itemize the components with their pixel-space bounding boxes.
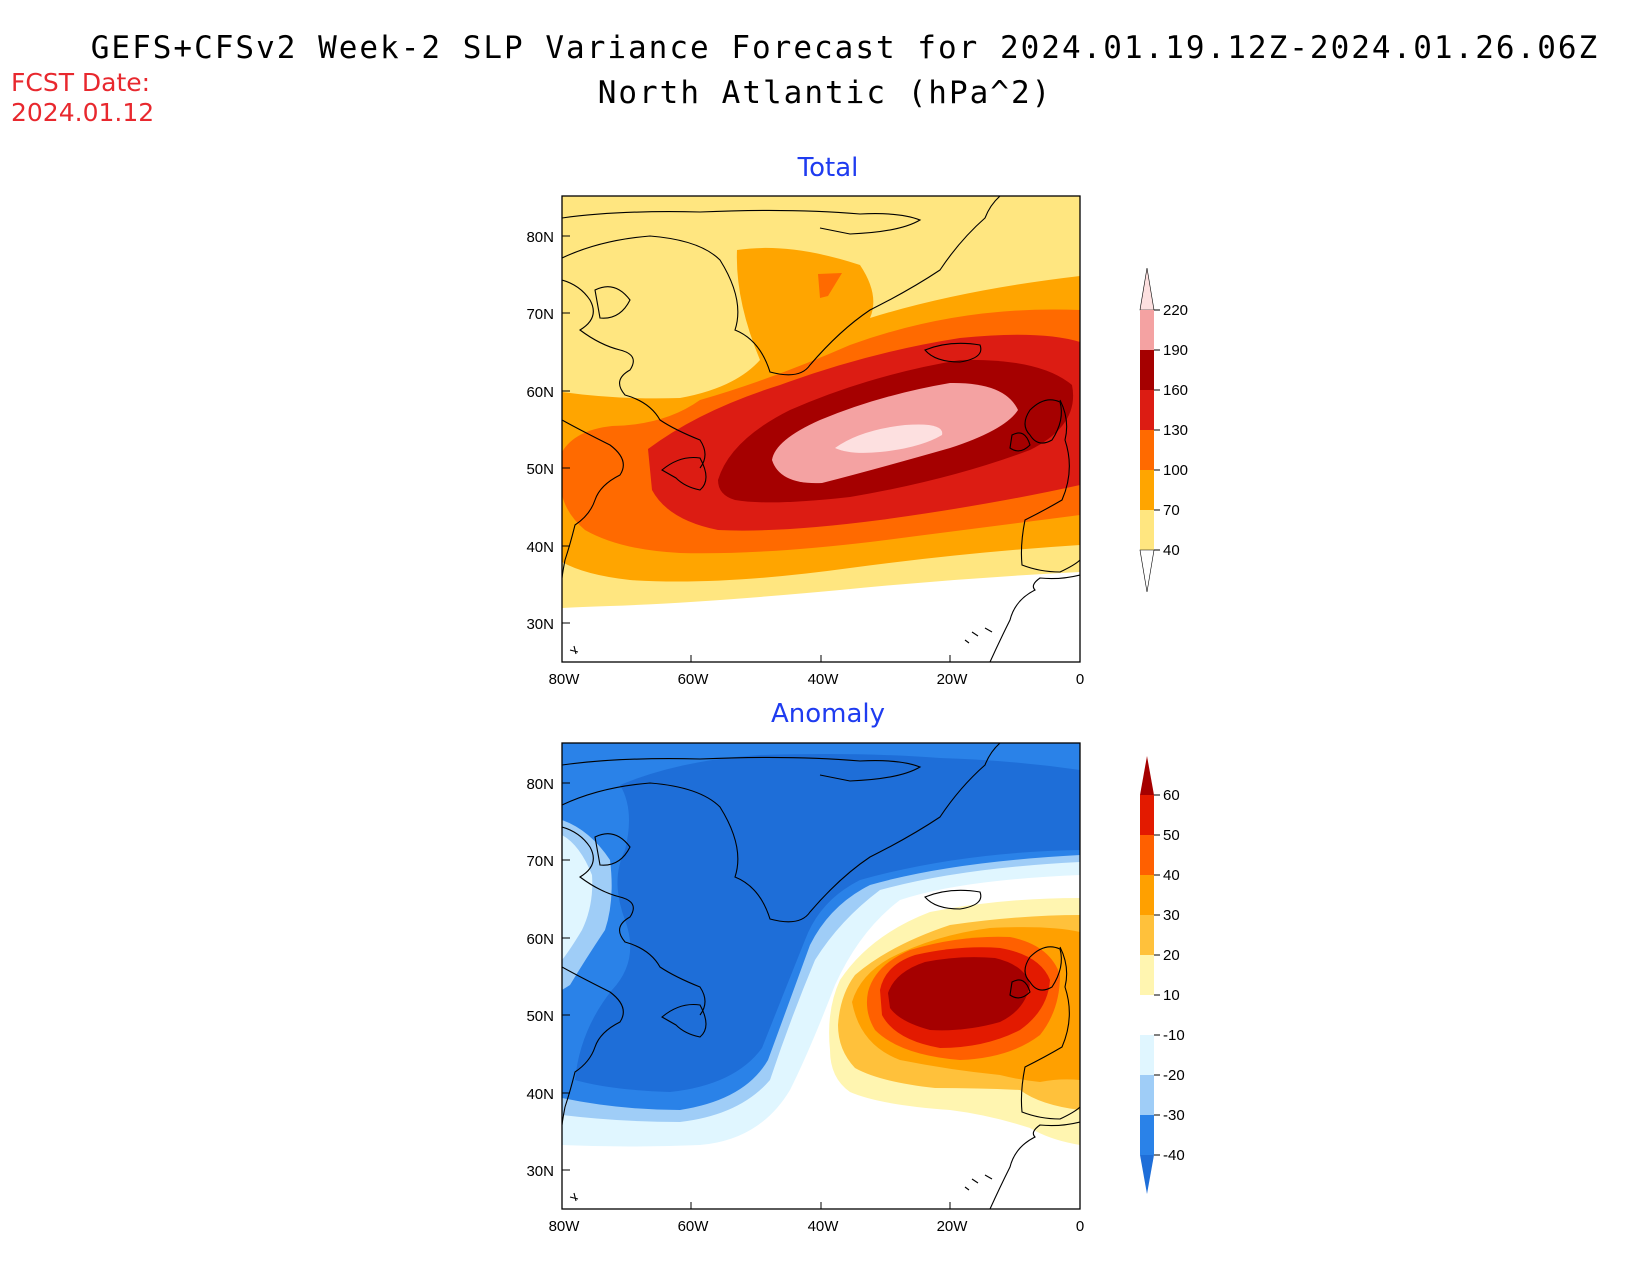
anomaly-colorbar-label: -10: [1163, 1027, 1185, 1044]
total-colorbar-bin: [1140, 390, 1154, 430]
total-variance-map: 30N 40N 50N 60N 70N 80N 80W 60W 40W 20W …: [526, 195, 1084, 688]
total-colorbar-top-arrow: [1139, 267, 1155, 311]
forecast-date-label: FCST Date:: [11, 68, 151, 97]
anomaly-lon-ticks: [561, 1202, 1081, 1209]
total-lon-label: 80W: [549, 671, 581, 688]
anomaly-colorbar-bin: [1140, 955, 1154, 995]
total-colorbar-label: 190: [1163, 342, 1188, 359]
total-colorbar-label: 70: [1163, 502, 1180, 519]
anomaly-colorbar-label: 20: [1163, 947, 1180, 964]
total-fill-70-lobe: [818, 273, 842, 298]
total-colorbar-label: 160: [1163, 382, 1188, 399]
anomaly-colorbar-bin: [1140, 835, 1154, 875]
total-colorbar-bin: [1140, 470, 1154, 510]
total-colorbar: 40 70 100 130 160 190 220: [1139, 267, 1188, 593]
anomaly-lat-label: 60N: [526, 931, 554, 948]
total-lat-label: 30N: [526, 616, 554, 633]
anomaly-lon-label: 80W: [549, 1218, 581, 1235]
total-panel-title: Total: [797, 153, 859, 183]
anomaly-contour-fills: [562, 743, 1080, 1147]
anomaly-fill-minus40-cap: [562, 757, 620, 815]
total-colorbar-label: 40: [1163, 542, 1180, 559]
anomaly-coastlines: [562, 743, 1080, 1209]
total-lon-ticks: [561, 655, 1081, 662]
anomaly-fill-minus10-west: [562, 835, 593, 960]
anomaly-colorbar-label: 50: [1163, 827, 1180, 844]
anomaly-colorbar-bin: [1140, 995, 1154, 1035]
anomaly-colorbar-bin: [1140, 875, 1154, 915]
total-contour-fills: [562, 196, 1080, 608]
total-colorbar-label: 220: [1163, 302, 1188, 319]
anomaly-lat-label: 50N: [526, 1008, 554, 1025]
total-fill-220: [835, 424, 943, 453]
anomaly-colorbar-bin: [1140, 1115, 1154, 1155]
total-colorbar-label: 100: [1163, 462, 1188, 479]
anomaly-colorbar-bin: [1140, 1075, 1154, 1115]
anomaly-lon-label: 60W: [678, 1218, 710, 1235]
total-lon-label: 20W: [937, 671, 969, 688]
anomaly-colorbar-bin: [1140, 915, 1154, 955]
anomaly-colorbar-label: 40: [1163, 867, 1180, 884]
total-lat-label: 50N: [526, 461, 554, 478]
anomaly-colorbar-bin: [1140, 795, 1154, 835]
total-coastlines: [562, 196, 1080, 662]
total-colorbar-bin: [1140, 350, 1154, 390]
anomaly-colorbar-label: 30: [1163, 907, 1180, 924]
anomaly-colorbar-bin: [1140, 1035, 1154, 1075]
total-colorbar-label: 130: [1163, 422, 1188, 439]
total-lat-label: 70N: [526, 306, 554, 323]
chart-subtitle: North Atlantic (hPa^2): [597, 75, 1053, 111]
total-lat-label: 40N: [526, 539, 554, 556]
anomaly-lon-label: 0: [1076, 1218, 1084, 1235]
anomaly-colorbar-label: -40: [1163, 1147, 1185, 1164]
anomaly-variance-map: 30N 40N 50N 60N 70N 80N 80W 60W 40W 20W …: [526, 742, 1084, 1235]
total-lat-ticks: [562, 235, 570, 624]
anomaly-lon-label: 40W: [808, 1218, 840, 1235]
total-lon-label: 0: [1076, 671, 1084, 688]
anomaly-colorbar-label: -20: [1163, 1067, 1185, 1084]
anomaly-fill-60: [888, 957, 1030, 1031]
anomaly-colorbar-top-arrow: [1140, 756, 1154, 795]
anomaly-lon-label: 20W: [937, 1218, 969, 1235]
anomaly-colorbar: -40 -30 -20 -10 10 20 30 40 50 60: [1140, 756, 1185, 1194]
anomaly-lat-ticks: [562, 782, 570, 1171]
total-colorbar-bottom-arrow: [1139, 549, 1155, 593]
anomaly-lat-label: 40N: [526, 1086, 554, 1103]
total-lat-label: 80N: [526, 229, 554, 246]
chart-title: GEFS+CFSv2 Week-2 SLP Variance Forecast …: [90, 30, 1600, 66]
anomaly-lat-label: 70N: [526, 853, 554, 870]
total-lat-label: 60N: [526, 384, 554, 401]
anomaly-colorbar-label: 60: [1163, 787, 1180, 804]
anomaly-panel-title: Anomaly: [770, 699, 886, 729]
total-colorbar-bin: [1140, 510, 1154, 550]
anomaly-colorbar-label: 10: [1163, 987, 1180, 1004]
anomaly-colorbar-label: -30: [1163, 1107, 1185, 1124]
anomaly-lat-label: 80N: [526, 776, 554, 793]
total-lon-label: 40W: [808, 671, 840, 688]
total-colorbar-bin: [1140, 430, 1154, 470]
anomaly-colorbar-bottom-arrow: [1140, 1155, 1154, 1194]
total-colorbar-bin: [1140, 310, 1154, 350]
anomaly-lat-label: 30N: [526, 1163, 554, 1180]
total-lon-label: 60W: [678, 671, 710, 688]
forecast-date-value: 2024.01.12: [11, 98, 155, 127]
